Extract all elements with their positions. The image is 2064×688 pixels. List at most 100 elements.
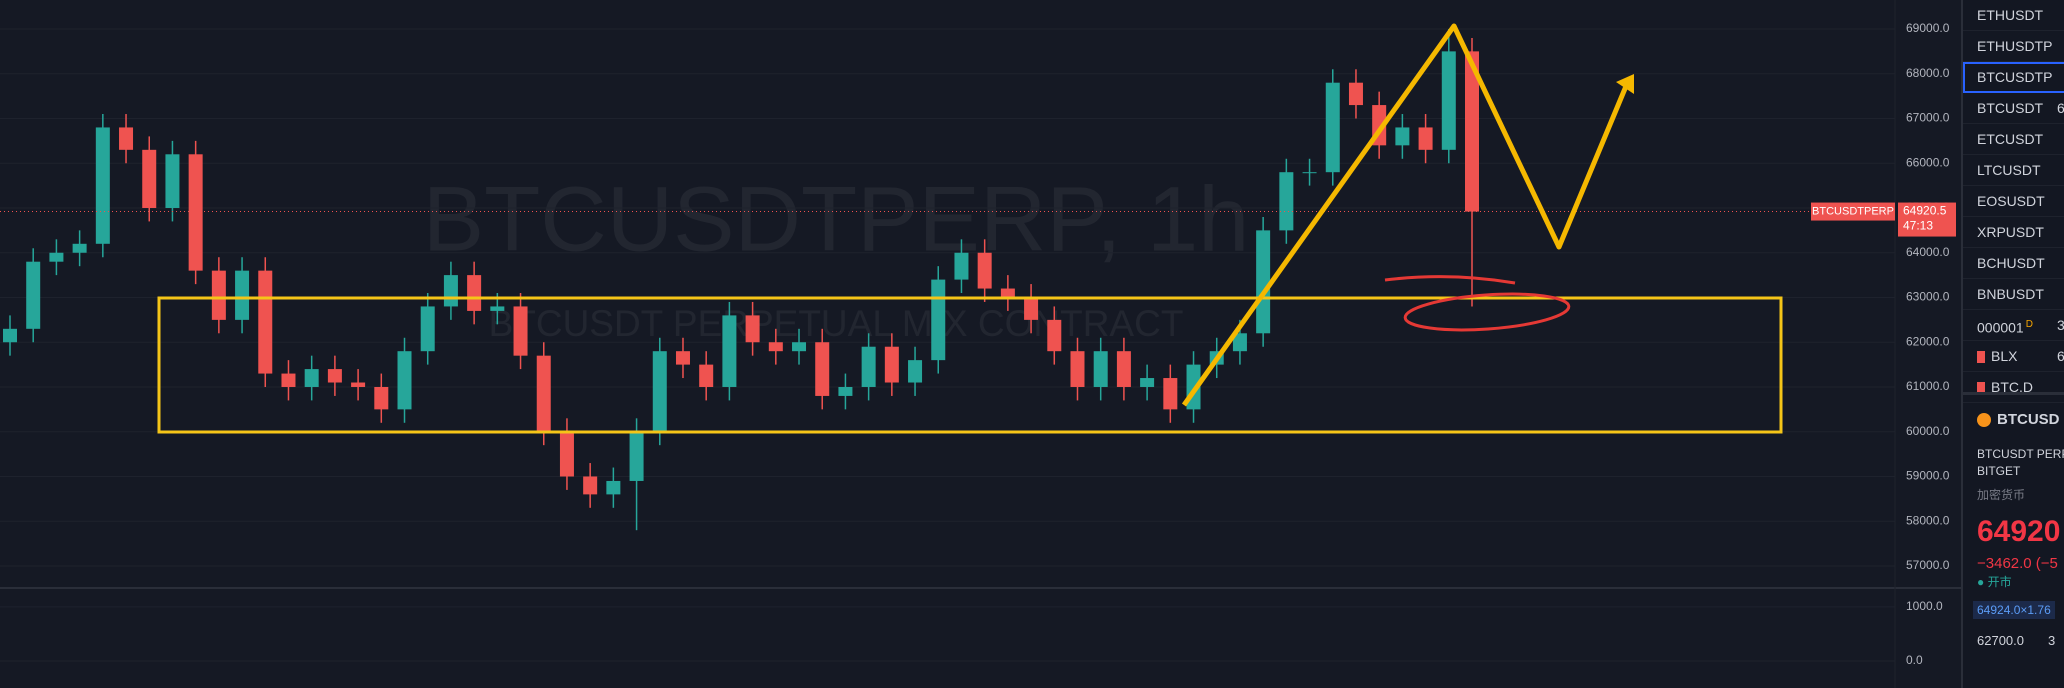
candle-body: [49, 252, 64, 262]
symbol: BTCUSDTP: [1977, 69, 2053, 85]
candle-body: [1047, 319, 1062, 352]
watchlist-row[interactable]: ETHUSDT: [1963, 0, 2064, 31]
y-tick-label: 67000.0: [1906, 111, 1950, 125]
watchlist-row[interactable]: BCHUSDT: [1963, 248, 2064, 279]
macd-tick-label: 1000.0: [1906, 599, 1943, 613]
candle-body: [1024, 297, 1039, 320]
value: 6: [2057, 93, 2064, 123]
watchlist-row[interactable]: BNBUSDT: [1963, 279, 2064, 310]
watermark-subtitle: BTCUSDT PERPETUAL MIX CONTRACT: [489, 303, 1184, 344]
watchlist-row[interactable]: BTC.D: [1963, 372, 2064, 403]
symbol: ETHUSDTP: [1977, 38, 2053, 54]
symbol: ETCUSDT: [1977, 131, 2044, 147]
watchlist-row[interactable]: LTCUSDT: [1963, 155, 2064, 186]
detail-bid: 64924.0×1.76: [1973, 601, 2055, 619]
symbol: ETHUSDT: [1977, 7, 2044, 23]
candle-body: [1418, 127, 1433, 150]
y-tick-label: 62000.0: [1906, 334, 1950, 348]
candle-body: [722, 315, 737, 387]
value: 6: [2057, 341, 2064, 371]
y-tick-label: 59000.0: [1906, 469, 1950, 483]
candle-body: [1441, 51, 1456, 150]
watchlist-row[interactable]: EOSUSDT: [1963, 186, 2064, 217]
symbol-details: BTCUSD BTCUSDT PERPE BITGET 加密货币 64920 −…: [1963, 392, 2064, 648]
symbol: XRPUSDT: [1977, 224, 2044, 240]
symbol: BCHUSDT: [1977, 255, 2045, 271]
y-tick-label: 66000.0: [1906, 155, 1950, 169]
macd-tick-label: 0.0: [1906, 653, 1923, 667]
watchlist-row[interactable]: ETHUSDTP: [1963, 31, 2064, 62]
candle-body: [606, 480, 621, 495]
watchlist-row[interactable]: BLX 6: [1963, 341, 2064, 372]
candle-body: [119, 127, 134, 150]
candle-body: [420, 306, 435, 352]
candle-body: [815, 342, 830, 396]
candle-body: [861, 346, 876, 387]
support-mark: [1384, 275, 1516, 285]
candle-body: [1256, 230, 1271, 334]
symbol: BNBUSDT: [1977, 286, 2044, 302]
candle-body: [1070, 351, 1085, 387]
symbol: LTCUSDT: [1977, 162, 2041, 178]
candle-body: [1116, 351, 1131, 387]
ask: 62700.0: [1977, 633, 2024, 648]
y-tick-label: 61000.0: [1906, 379, 1950, 393]
candle-body: [95, 127, 110, 244]
detail-name: BTCUSDT PERPE: [1977, 447, 2064, 461]
watchlist-row[interactable]: BTCUSDTP: [1963, 62, 2064, 93]
watchlist-row[interactable]: ETCUSDT: [1963, 124, 2064, 155]
symbol: BTCUSD: [1997, 411, 2060, 428]
candle-body: [188, 154, 203, 271]
symbol: BTCUSDT: [1977, 100, 2044, 116]
candle-body: [792, 342, 807, 352]
candle-body: [72, 243, 87, 253]
symbol-tag-bg: [1811, 202, 1895, 221]
candle-body: [675, 351, 690, 365]
candle-body: [629, 431, 644, 481]
y-tick-label: 68000.0: [1906, 66, 1950, 80]
candle-body: [1465, 51, 1479, 212]
detail-status: ● 开市: [1977, 575, 2012, 589]
candle-body: [513, 306, 528, 356]
candle-body: [1302, 172, 1317, 174]
candle-body: [884, 346, 899, 383]
candle-body: [211, 270, 226, 320]
watchlist-row[interactable]: XRPUSDT: [1963, 217, 2064, 248]
candle-body: [1325, 82, 1340, 173]
candle-body: [1279, 172, 1294, 231]
y-tick-label: 64000.0: [1906, 245, 1950, 259]
symbol-tag: BTCUSDTPERP: [1812, 205, 1894, 217]
y-tick-label: 60000.0: [1906, 424, 1950, 438]
price-axis: 57000.0 58000.0 59000.0 60000.0 61000.0 62000…: [1811, 21, 1956, 667]
candle-body: [536, 355, 551, 432]
candle-body: [142, 149, 157, 208]
arrow-head: [1616, 74, 1634, 94]
y-tick-label: 57000.0: [1906, 558, 1950, 572]
detail-symbol: BTCUSD: [1977, 411, 2060, 428]
candle-body: [768, 342, 783, 352]
status: 开市: [1987, 575, 2012, 589]
drawings: [157, 23, 1783, 434]
symbol: BTC.D: [1991, 379, 2033, 395]
range-box: [157, 296, 1783, 434]
candle-body: [954, 252, 969, 280]
y-tick-label: 58000.0: [1906, 513, 1950, 527]
candle-body: [327, 369, 342, 383]
support-circle: [1403, 292, 1571, 332]
symbol: BLX: [1991, 348, 2018, 364]
candle-body: [235, 270, 250, 320]
candle-body: [559, 431, 574, 477]
candle-body: [443, 275, 458, 307]
candle-body: [165, 154, 180, 208]
candle-body: [258, 270, 273, 374]
y-tick-label: 69000.0: [1906, 21, 1950, 35]
watchlist-row[interactable]: BTCUSDT 6: [1963, 93, 2064, 124]
price-tag-bg: [1898, 202, 1956, 237]
watchlist: ETHUSDT ETHUSDTP BTCUSDTP BTCUSDT 6 ETCUSDT LT…: [1963, 0, 2064, 403]
value: 3: [2057, 310, 2064, 340]
candle-body: [1395, 127, 1410, 146]
detail-exchange: BITGET: [1977, 464, 2021, 478]
chart: BTCUSDTPERP, 1h BTCUSDT PERPETUAL MIX CO…: [0, 21, 1961, 668]
candle-body: [1232, 333, 1247, 352]
